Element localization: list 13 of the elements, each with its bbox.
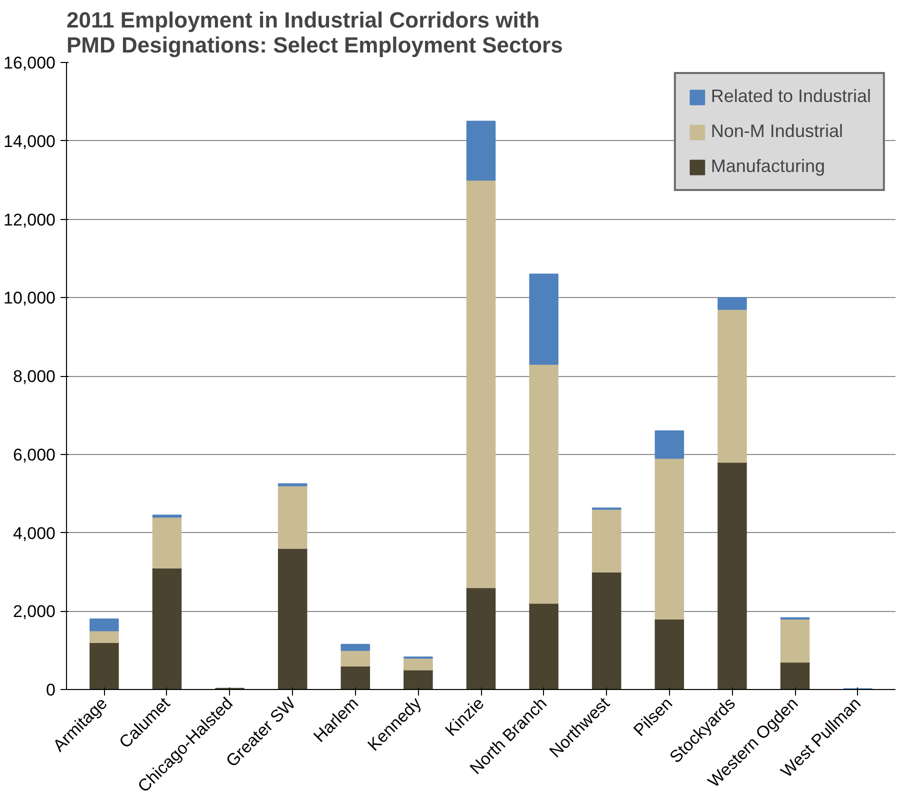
y-tick-label: 6,000 [12,445,56,464]
y-tick-label: 8,000 [12,367,56,386]
y-tick-label: 14,000 [4,132,56,151]
legend-label: Non-M Industrial [710,121,843,142]
y-tick-label: 0 [46,680,56,700]
chart-title: 2011 Employment in Industrial Corridors with PMD Designations: Select Employment Sectors [66,8,563,58]
y-tick-label: 2,000 [12,602,56,622]
legend-label: Related to Industrial [710,86,871,107]
legend-label: Manufacturing [710,156,825,177]
y-tick-label: 10,000 [4,288,56,308]
y-tick-label: 16,000 [4,54,56,72]
y-tick-label: 12,000 [4,210,56,230]
y-tick-label: 4,000 [12,524,56,543]
